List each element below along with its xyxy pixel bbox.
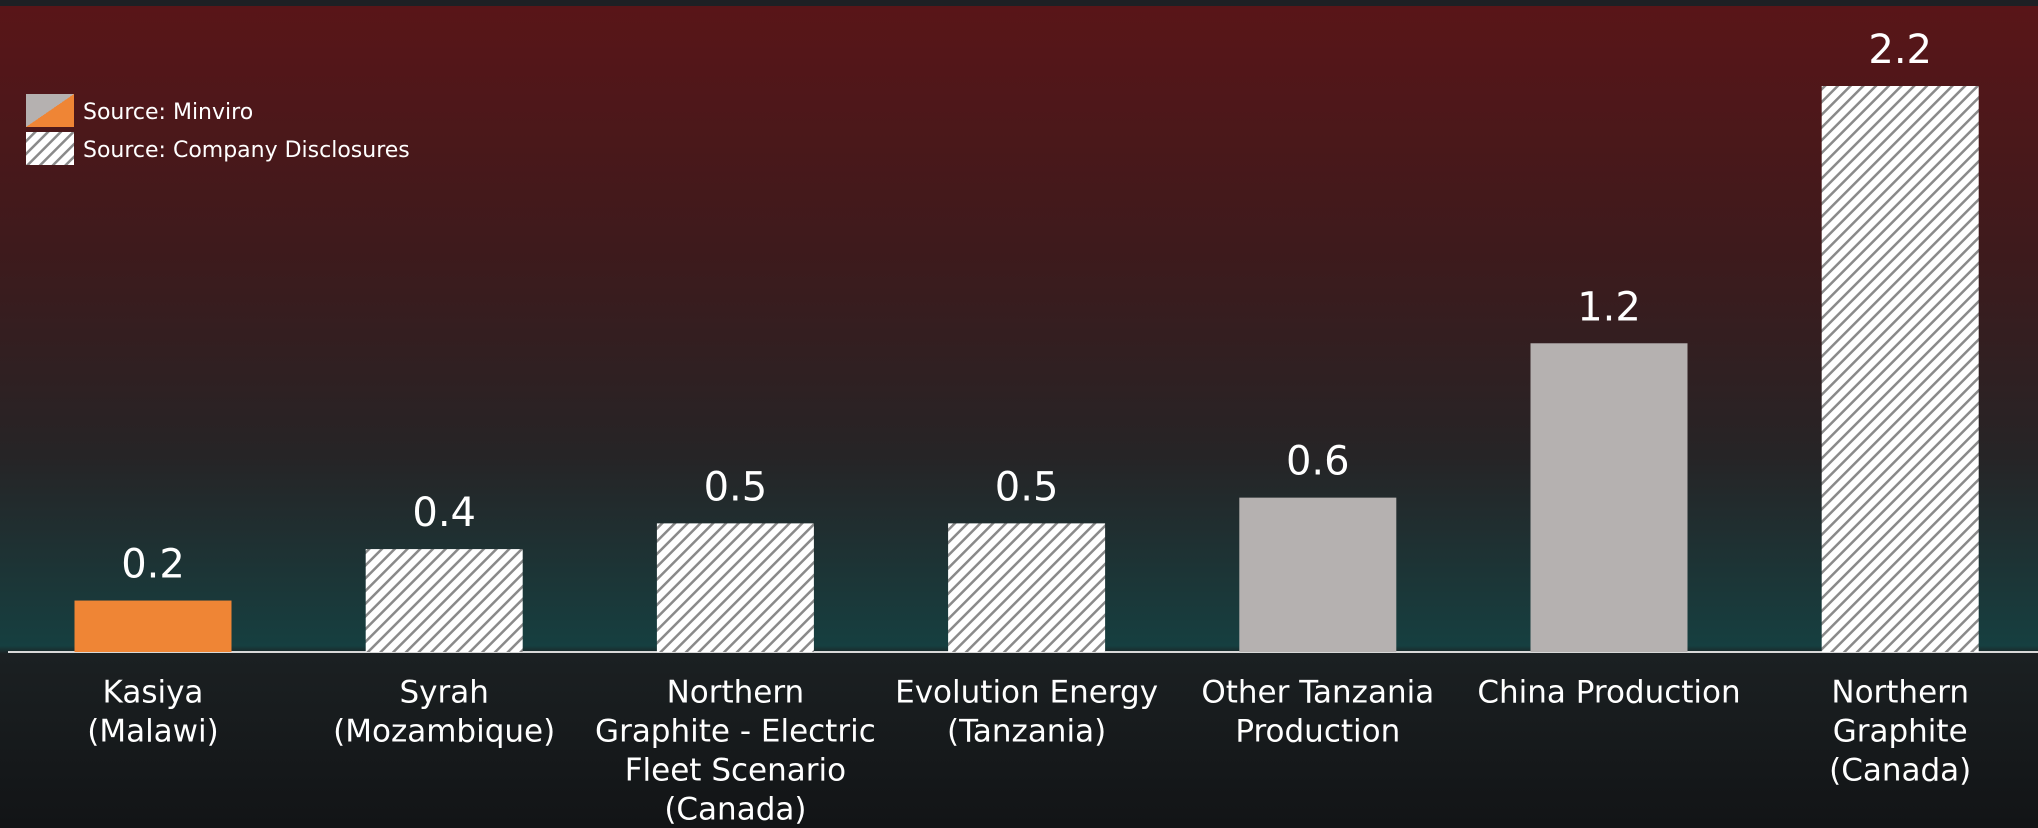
legend-swatch bbox=[26, 94, 74, 127]
x-tick-label: (Mozambique) bbox=[333, 714, 555, 750]
legend-swatch bbox=[26, 132, 74, 165]
bar bbox=[1531, 343, 1688, 652]
x-tick-label: (Canada) bbox=[1829, 753, 1971, 789]
bar bbox=[657, 523, 814, 652]
bar bbox=[75, 601, 232, 652]
x-tick-label: (Malawi) bbox=[87, 714, 219, 750]
chart: 0.2 Kasiya(Malawi) 0.4 Syrah(Mozambique) 0.5… bbox=[0, 0, 2038, 828]
x-tick-label: Graphite bbox=[1833, 714, 1968, 750]
value-label: 0.2 bbox=[121, 542, 185, 588]
value-label: 0.4 bbox=[412, 490, 476, 536]
x-tick-label: Fleet Scenario bbox=[625, 753, 846, 789]
x-tick-label: Production bbox=[1235, 714, 1400, 750]
x-tick-label: Kasiya bbox=[103, 675, 204, 711]
x-tick-label: (Canada) bbox=[664, 792, 806, 828]
value-label: 0.5 bbox=[704, 464, 768, 510]
x-tick-label: Graphite - Electric bbox=[595, 714, 876, 750]
x-tick-label: Evolution Energy bbox=[895, 675, 1158, 711]
value-label: 2.2 bbox=[1868, 27, 1932, 73]
x-tick-label: Northern bbox=[667, 675, 805, 711]
x-tick-label: Syrah bbox=[399, 675, 488, 711]
bar bbox=[1239, 498, 1396, 652]
value-label: 1.2 bbox=[1577, 284, 1641, 330]
legend-label: Source: Minviro bbox=[83, 100, 253, 125]
legend-label: Source: Company Disclosures bbox=[83, 138, 410, 163]
page: 0.2 Kasiya(Malawi) 0.4 Syrah(Mozambique) 0.5… bbox=[0, 0, 2038, 828]
x-tick-label: Other Tanzania bbox=[1201, 675, 1434, 711]
bar bbox=[366, 549, 523, 652]
x-tick-label: China Production bbox=[1477, 675, 1740, 711]
bar bbox=[1822, 86, 1979, 652]
x-tick-label: Northern bbox=[1831, 675, 1969, 711]
top-border bbox=[0, 0, 2038, 6]
x-tick-label: (Tanzania) bbox=[947, 714, 1106, 750]
value-label: 0.6 bbox=[1286, 439, 1350, 485]
bar bbox=[948, 523, 1105, 652]
value-label: 0.5 bbox=[995, 464, 1059, 510]
